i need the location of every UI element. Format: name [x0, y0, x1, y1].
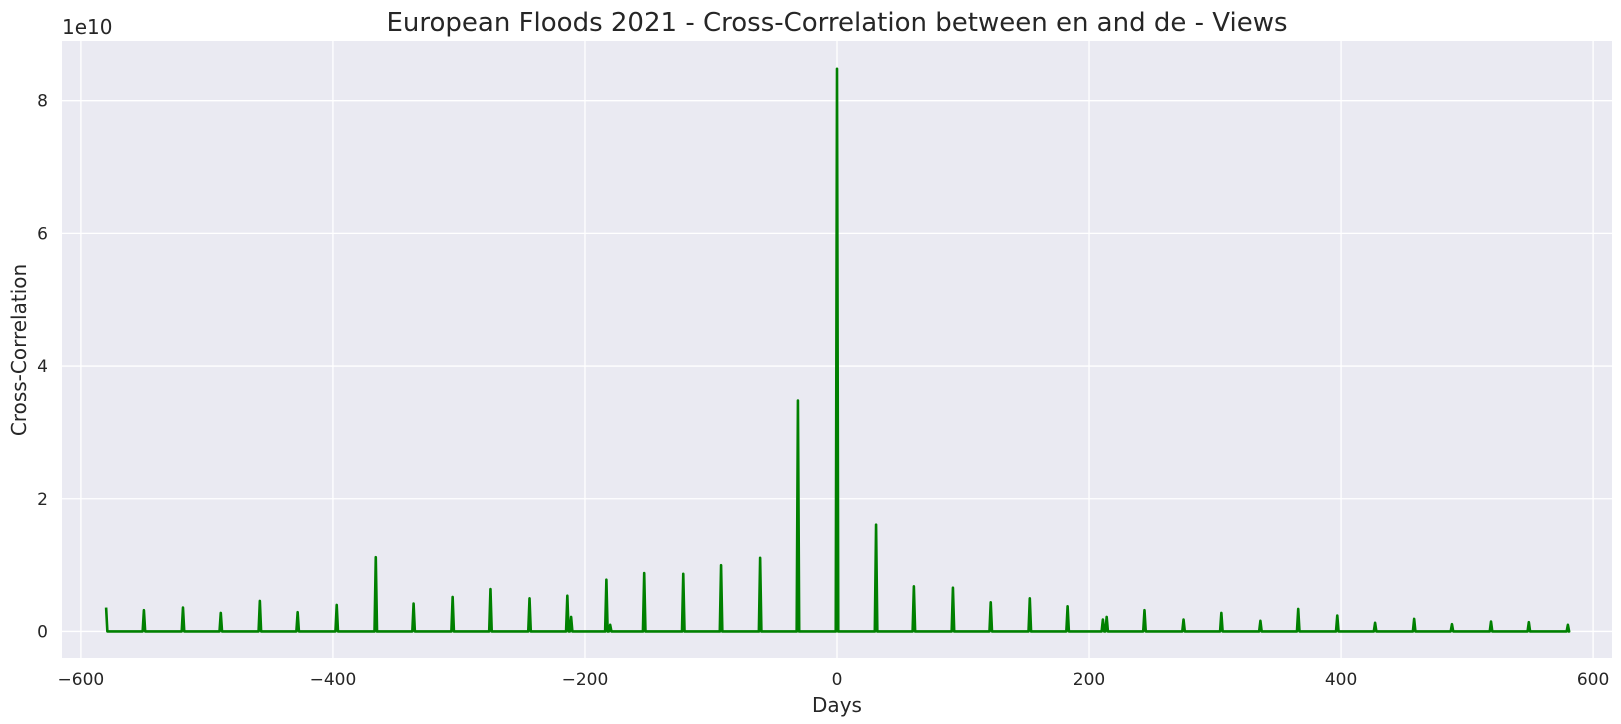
chart-title: European Floods 2021 - Cross-Correlation… — [386, 8, 1287, 38]
x-tick-label: −400 — [310, 670, 357, 690]
y-tick-label: 8 — [37, 92, 48, 112]
x-tick-label: 400 — [1325, 670, 1357, 690]
x-axis-title: Days — [812, 693, 862, 717]
x-tick-label: 0 — [832, 670, 843, 690]
x-tick-label: 600 — [1577, 670, 1609, 690]
x-tick-labels: −600 −400 −200 0 200 400 600 — [58, 670, 1610, 690]
y-tick-label: 4 — [37, 357, 48, 377]
y-offset-label: 1e10 — [62, 15, 112, 39]
y-tick-label: 0 — [37, 622, 48, 642]
y-tick-label: 2 — [37, 490, 48, 510]
y-tick-labels: 0 2 4 6 8 — [37, 92, 48, 643]
y-axis-title: Cross-Correlation — [7, 264, 31, 436]
x-tick-label: −200 — [562, 670, 609, 690]
series-layer — [104, 67, 1571, 633]
y-tick-label: 6 — [37, 224, 48, 244]
series-line — [104, 67, 1571, 633]
x-tick-label: −600 — [58, 670, 105, 690]
x-tick-label: 200 — [1073, 670, 1105, 690]
